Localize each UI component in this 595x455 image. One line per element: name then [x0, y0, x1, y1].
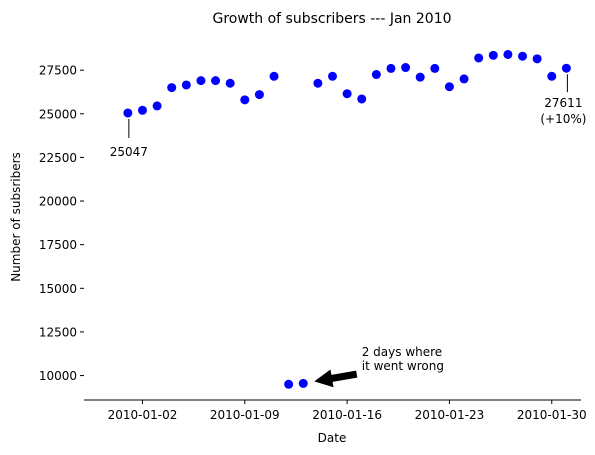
annotation-label: 25047 [110, 145, 148, 159]
x-tick-label: 2010-01-02 [108, 408, 178, 422]
data-point [313, 78, 323, 88]
data-point [547, 71, 557, 81]
annotation-label: 27611 [544, 96, 582, 110]
data-point [211, 76, 221, 86]
y-tick-label: 12500 [39, 325, 77, 339]
annotation-arrow [314, 369, 358, 388]
data-point [167, 83, 177, 93]
y-tick-label: 15000 [39, 282, 77, 296]
data-point [371, 70, 381, 80]
x-tick-label: 2010-01-23 [415, 408, 485, 422]
data-points [123, 49, 571, 389]
data-point [561, 63, 571, 73]
data-point [357, 94, 367, 104]
data-point [401, 63, 411, 73]
x-tick-group: 2010-01-02 2010-01-09 2010-01-16 2010-01-23… [108, 400, 587, 422]
data-point [386, 63, 396, 73]
data-point [459, 74, 469, 84]
data-point [269, 71, 279, 81]
annotation-label: 2 days where [362, 345, 442, 359]
data-point [181, 80, 191, 90]
data-point [503, 49, 513, 59]
x-tick-label: 2010-01-30 [517, 408, 587, 422]
y-tick-label: 17500 [39, 238, 77, 252]
data-point [137, 105, 147, 115]
y-axis: 10000 12500 15000 17500 20000 22500 25000 27500… [9, 64, 84, 383]
y-tick-label: 10000 [39, 369, 77, 383]
x-axis: 2010-01-02 2010-01-09 2010-01-16 2010-01-23… [84, 399, 587, 445]
y-tick-group: 10000 12500 15000 17500 20000 22500 25000 27500 [39, 64, 84, 383]
y-tick-label: 22500 [39, 151, 77, 165]
y-tick-label: 25000 [39, 107, 77, 121]
data-point [240, 95, 250, 105]
y-tick-label: 20000 [39, 195, 77, 209]
data-point [254, 90, 264, 100]
data-point [298, 378, 308, 388]
data-point [488, 50, 498, 60]
data-point [328, 71, 337, 81]
data-point [444, 82, 454, 92]
data-point [196, 76, 206, 86]
data-point [430, 63, 440, 73]
x-axis-label: Date [318, 431, 347, 445]
x-tick-label: 2010-01-09 [210, 408, 280, 422]
data-point [284, 379, 294, 389]
data-point [123, 108, 133, 118]
y-axis-label: Number of subsribers [9, 152, 23, 282]
y-tick-label: 27500 [39, 64, 77, 78]
chart-title: Growth of subscribers --- Jan 2010 [212, 11, 451, 27]
data-point [532, 54, 542, 64]
annotation-label: (+10%) [540, 112, 586, 126]
data-point [152, 101, 162, 111]
annotation-label: it went wrong [362, 359, 444, 373]
data-point [415, 72, 425, 82]
x-tick-label: 2010-01-16 [312, 408, 382, 422]
data-point [474, 53, 484, 63]
data-point [342, 89, 352, 99]
data-point [225, 78, 235, 88]
data-point [518, 51, 528, 61]
